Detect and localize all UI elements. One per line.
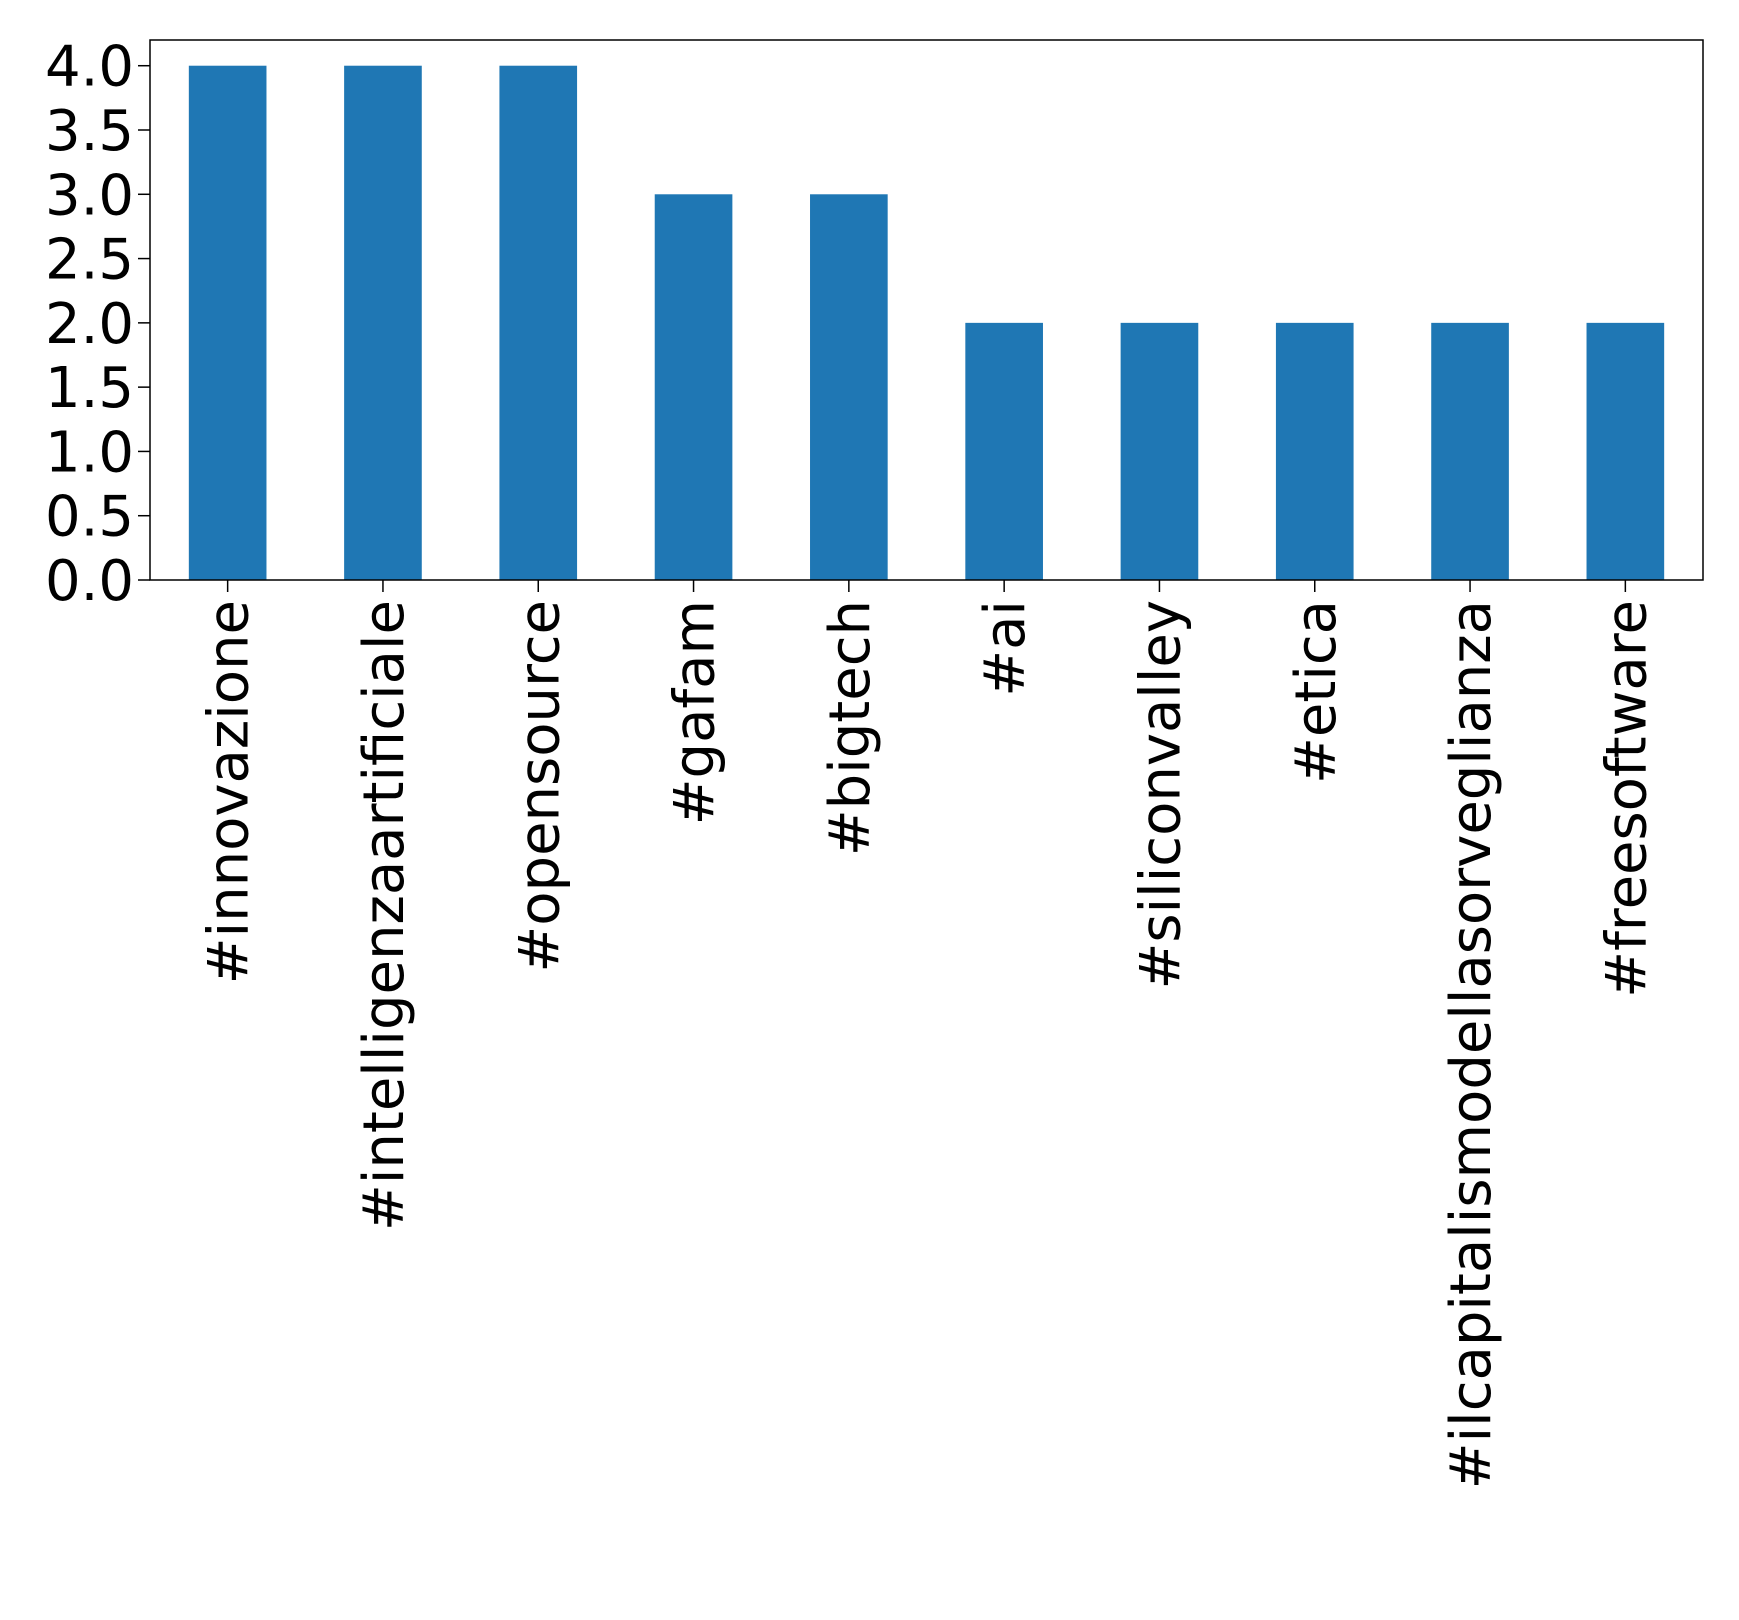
x-tick-label: #ilcapitalismodellasorveglianza <box>1439 600 1504 1489</box>
x-tick-label: #intelligenzaartificiale <box>352 600 417 1231</box>
y-tick-label: 1.5 <box>45 356 134 421</box>
x-tick-label: #gafam <box>663 600 728 825</box>
y-tick-label: 2.0 <box>45 292 134 357</box>
bar-siliconvalley <box>1120 322 1199 580</box>
x-tick-label: #opensource <box>507 600 572 973</box>
x-tick-label: #freesoftware <box>1594 600 1659 998</box>
bar-etica <box>1275 322 1354 580</box>
bar-innovazione <box>188 65 267 580</box>
y-tick-label: 0.0 <box>45 549 134 614</box>
y-tick-label: 0.5 <box>45 485 134 550</box>
y-tick-label: 4.0 <box>45 35 134 100</box>
bar-ai <box>965 322 1043 580</box>
y-tick-label: 3.5 <box>45 99 134 164</box>
x-tick-label: #etica <box>1284 600 1349 784</box>
bar-gafam <box>654 194 733 581</box>
y-axis: 0.00.51.01.52.02.53.03.54.0 <box>45 35 150 614</box>
bar-bigtech <box>810 194 888 581</box>
x-tick-label: #ai <box>973 600 1038 697</box>
bar-opensource <box>499 65 578 580</box>
plot-frame <box>149 39 1704 581</box>
bars-group <box>188 65 1665 581</box>
x-tick-label: #innovazione <box>197 600 262 984</box>
y-tick-label: 2.5 <box>45 228 134 293</box>
x-axis: #innovazione #intelligenzaartificiale #ope… <box>197 580 1659 1489</box>
x-tick-label: #siliconvalley <box>1128 600 1193 989</box>
y-tick-label: 3.0 <box>45 163 134 228</box>
bar-ilcapitalismodellasorveglianza <box>1431 322 1509 580</box>
bar-freesoftware <box>1586 322 1665 580</box>
y-tick-label: 1.0 <box>45 420 134 485</box>
bar-intelligenzaartificiale <box>344 65 422 580</box>
x-tick-label: #bigtech <box>818 600 883 856</box>
